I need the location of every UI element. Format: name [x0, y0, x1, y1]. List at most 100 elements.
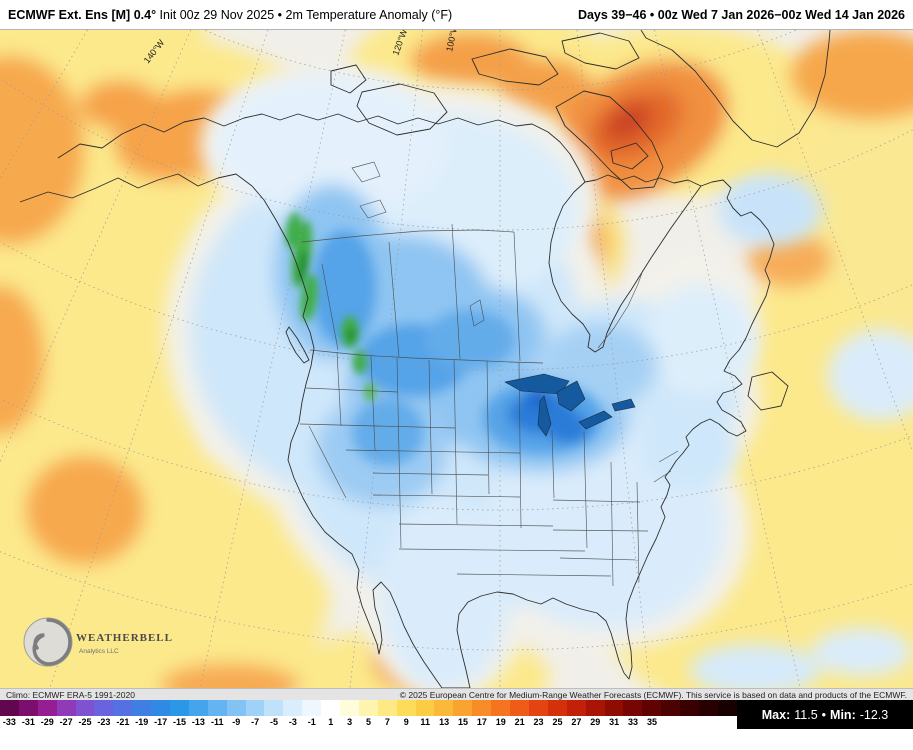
colorbar-tick-label: -19: [135, 717, 149, 727]
colorbar-cell: [132, 700, 152, 716]
colorbar-cell: [623, 700, 643, 716]
colorbar-cell: [94, 700, 114, 716]
colorbar-tick-label: -27: [59, 717, 73, 727]
colorbar-cell: [188, 700, 208, 716]
colorbar-tick-label: 7: [384, 717, 390, 727]
colorbar-cell: [396, 700, 416, 716]
colorbar-tick-label: 35: [646, 717, 657, 727]
colorbar-tick-label: -29: [40, 717, 54, 727]
colorbar-tick-label: 15: [457, 717, 468, 727]
colorbar-cell: [226, 700, 246, 716]
colorbar-labels: -33 -31 -29 -27 -25 -23 -21 -19 -17 -15 -13 -11 -9 -7…: [0, 716, 737, 729]
colorbar-cell: [113, 700, 133, 716]
colorbar-tick-label: 1: [328, 717, 334, 727]
color-scale-row: -33 -31 -29 -27 -25 -23 -21 -19 -17 -15 -13 -11 -9 -7…: [0, 700, 913, 730]
colorbar-tick-label: 13: [439, 717, 450, 727]
valid-period: Days 39−46 • 00z Wed 7 Jan 2026−00z Wed …: [577, 7, 905, 22]
colorbar-tick-label: 5: [365, 717, 372, 727]
colorbar-cell: [604, 700, 624, 716]
colorbar-tick-label: -21: [116, 717, 130, 727]
colorbar-cell: [434, 700, 454, 716]
colorbar-cell: [472, 700, 492, 716]
colorbar-cell: [302, 700, 322, 716]
attribution-bar: Climo: ECMWF ERA-5 1991-2020 © 2025 Euro…: [0, 688, 913, 700]
great-lakes: [504, 373, 636, 437]
political-borders: [299, 161, 679, 587]
colorbar-cell: [661, 700, 681, 716]
colorbar-tick-label: 17: [476, 717, 487, 727]
climo-note: Climo: ECMWF ERA-5 1991-2020: [6, 689, 135, 700]
header: ECMWF Ext. Ens [M] 0.4° Init 00z 29 Nov …: [0, 0, 913, 30]
colorbar-tick-label: 3: [347, 717, 353, 727]
colorbar-tick-label: 27: [571, 717, 582, 727]
colorbar-cell: [642, 700, 662, 716]
colorbar-tick-label: -11: [211, 717, 224, 727]
colorbar-cell: [491, 700, 511, 716]
colorbar-cell: [18, 700, 38, 716]
colorbar-tick-label: -31: [21, 717, 35, 727]
min-value: -12.3: [859, 707, 889, 722]
copyright-note: © 2025 European Centre for Medium-Range …: [399, 689, 907, 700]
colorbar-tick-label: -13: [191, 717, 205, 727]
colorbar: [0, 700, 737, 716]
min-label: Min:: [830, 707, 856, 722]
map-area: 140°W 120°W 100°W WEATHERBELL Analytics …: [0, 30, 913, 688]
colorbar-cell: [0, 700, 19, 716]
colorbar-cell: [510, 700, 529, 716]
colorbar-tick-label: -7: [251, 717, 260, 727]
colorbar-cell: [340, 700, 359, 716]
colorbar-cell: [264, 700, 284, 716]
max-min-box: Max: 11.5 • Min: -12.3: [737, 700, 913, 729]
max-value: 11.5: [794, 707, 818, 722]
colorbar-cell: [566, 700, 586, 716]
colorbar-tick-label: 19: [495, 717, 506, 727]
cold-core-field: [312, 230, 603, 466]
colorbar-cell: [680, 700, 699, 716]
anomaly-map: 140°W 120°W 100°W WEATHERBELL Analytics …: [0, 30, 913, 688]
colorbar-cell: [415, 700, 435, 716]
colorbar-tick-label: -5: [269, 717, 279, 727]
colorbar-cell: [170, 700, 189, 716]
colorbar-tick-label: 9: [403, 717, 409, 727]
colorbar-tick-label: -9: [232, 717, 241, 727]
colorbar-tick-label: 21: [514, 717, 525, 727]
colorbar-cell: [453, 700, 473, 716]
colorbar-tick-label: -3: [288, 717, 297, 727]
colorbar-cell: [37, 700, 57, 716]
logo-subtext: Analytics LLC: [79, 648, 119, 655]
colorbar-cell: [56, 700, 76, 716]
colorbar-tick-label: 31: [609, 717, 620, 727]
colorbar-tick-label: -1: [307, 717, 316, 727]
colorbar-cell: [207, 700, 227, 716]
hurricane-spiral-icon: [32, 618, 72, 666]
colorbar-tick-label: 11: [420, 717, 430, 727]
colorbar-tick-label: 25: [552, 717, 563, 727]
colorbar-cell: [377, 700, 397, 716]
colorbar-tick-label: 23: [533, 717, 544, 727]
colorbar-cell: [547, 700, 567, 716]
logo-wordmark: WEATHERBELL: [76, 632, 173, 644]
colorbar-tick-label: 33: [628, 717, 639, 727]
coastlines: [19, 30, 831, 688]
model-name: ECMWF Ext. Ens [M] 0.4°: [8, 7, 157, 22]
maxmin-separator: •: [821, 707, 827, 722]
colorbar-cell: [358, 700, 378, 716]
colorbar-tick-label: -17: [154, 717, 168, 727]
colorbar-cell: [245, 700, 265, 716]
colorbar-tick-label: 29: [590, 717, 601, 727]
colorbar-cell: [75, 700, 95, 716]
colorbar-cell: [151, 700, 171, 716]
colorbar-cell: [528, 700, 548, 716]
colorbar-tick-label: -23: [97, 717, 111, 727]
colorbar-cell: [698, 700, 718, 716]
graticule: [0, 30, 913, 688]
colorbar-cell: [717, 700, 737, 716]
colorbar-tick-label: -15: [173, 717, 187, 727]
weatherbell-logo: WEATHERBELL Analytics LLC: [23, 617, 173, 667]
init-and-parameter: Init 00z 29 Nov 2025 • 2m Temperature An…: [156, 7, 453, 22]
colorbar-cell: [585, 700, 605, 716]
colorbar-tick-label: -25: [78, 717, 92, 727]
max-label: Max:: [761, 707, 791, 722]
colorbar-cell: [283, 700, 303, 716]
